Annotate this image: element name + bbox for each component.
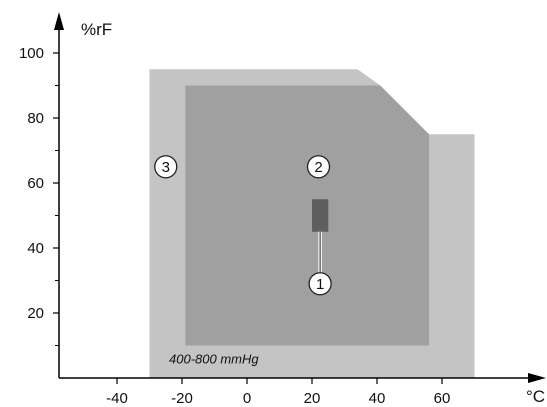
pressure-range-annotation: 400-800 mmHg — [169, 351, 259, 366]
labels-layer: -40 -20 0 20 40 60 20 40 60 80 100 3 2 1 400-800 mmHg — [19, 45, 450, 407]
x-tick-label: -20 — [171, 390, 193, 407]
regions-layer — [149, 69, 475, 379]
region-marker-label: 1 — [316, 276, 324, 293]
axes-layer: %rF °C — [54, 12, 546, 406]
region-2 — [185, 85, 429, 346]
x-tick-label: -40 — [106, 390, 128, 407]
x-axis-arrow — [528, 373, 546, 383]
y-tick-label: 80 — [27, 110, 44, 127]
y-tick-label: 40 — [27, 240, 44, 257]
region-marker-label: 3 — [162, 159, 170, 176]
y-axis-label: %rF — [81, 20, 112, 39]
y-axis-arrow — [54, 12, 64, 30]
ticks-layer — [53, 52, 443, 384]
region-marker-label: 2 — [314, 159, 322, 176]
x-axis-label: °C — [526, 387, 545, 406]
x-tick-label: 40 — [369, 390, 386, 407]
x-tick-label: 0 — [243, 390, 251, 407]
region-marker-circle — [154, 155, 178, 179]
region-marker-circle — [308, 272, 332, 296]
x-tick-label: 60 — [434, 390, 451, 407]
y-tick-label: 60 — [27, 175, 44, 192]
y-tick-label: 20 — [27, 305, 44, 322]
y-tick-label: 100 — [19, 45, 44, 62]
x-tick-label: 20 — [304, 390, 321, 407]
region-1 — [312, 199, 329, 232]
region-marker-circle — [306, 155, 331, 179]
